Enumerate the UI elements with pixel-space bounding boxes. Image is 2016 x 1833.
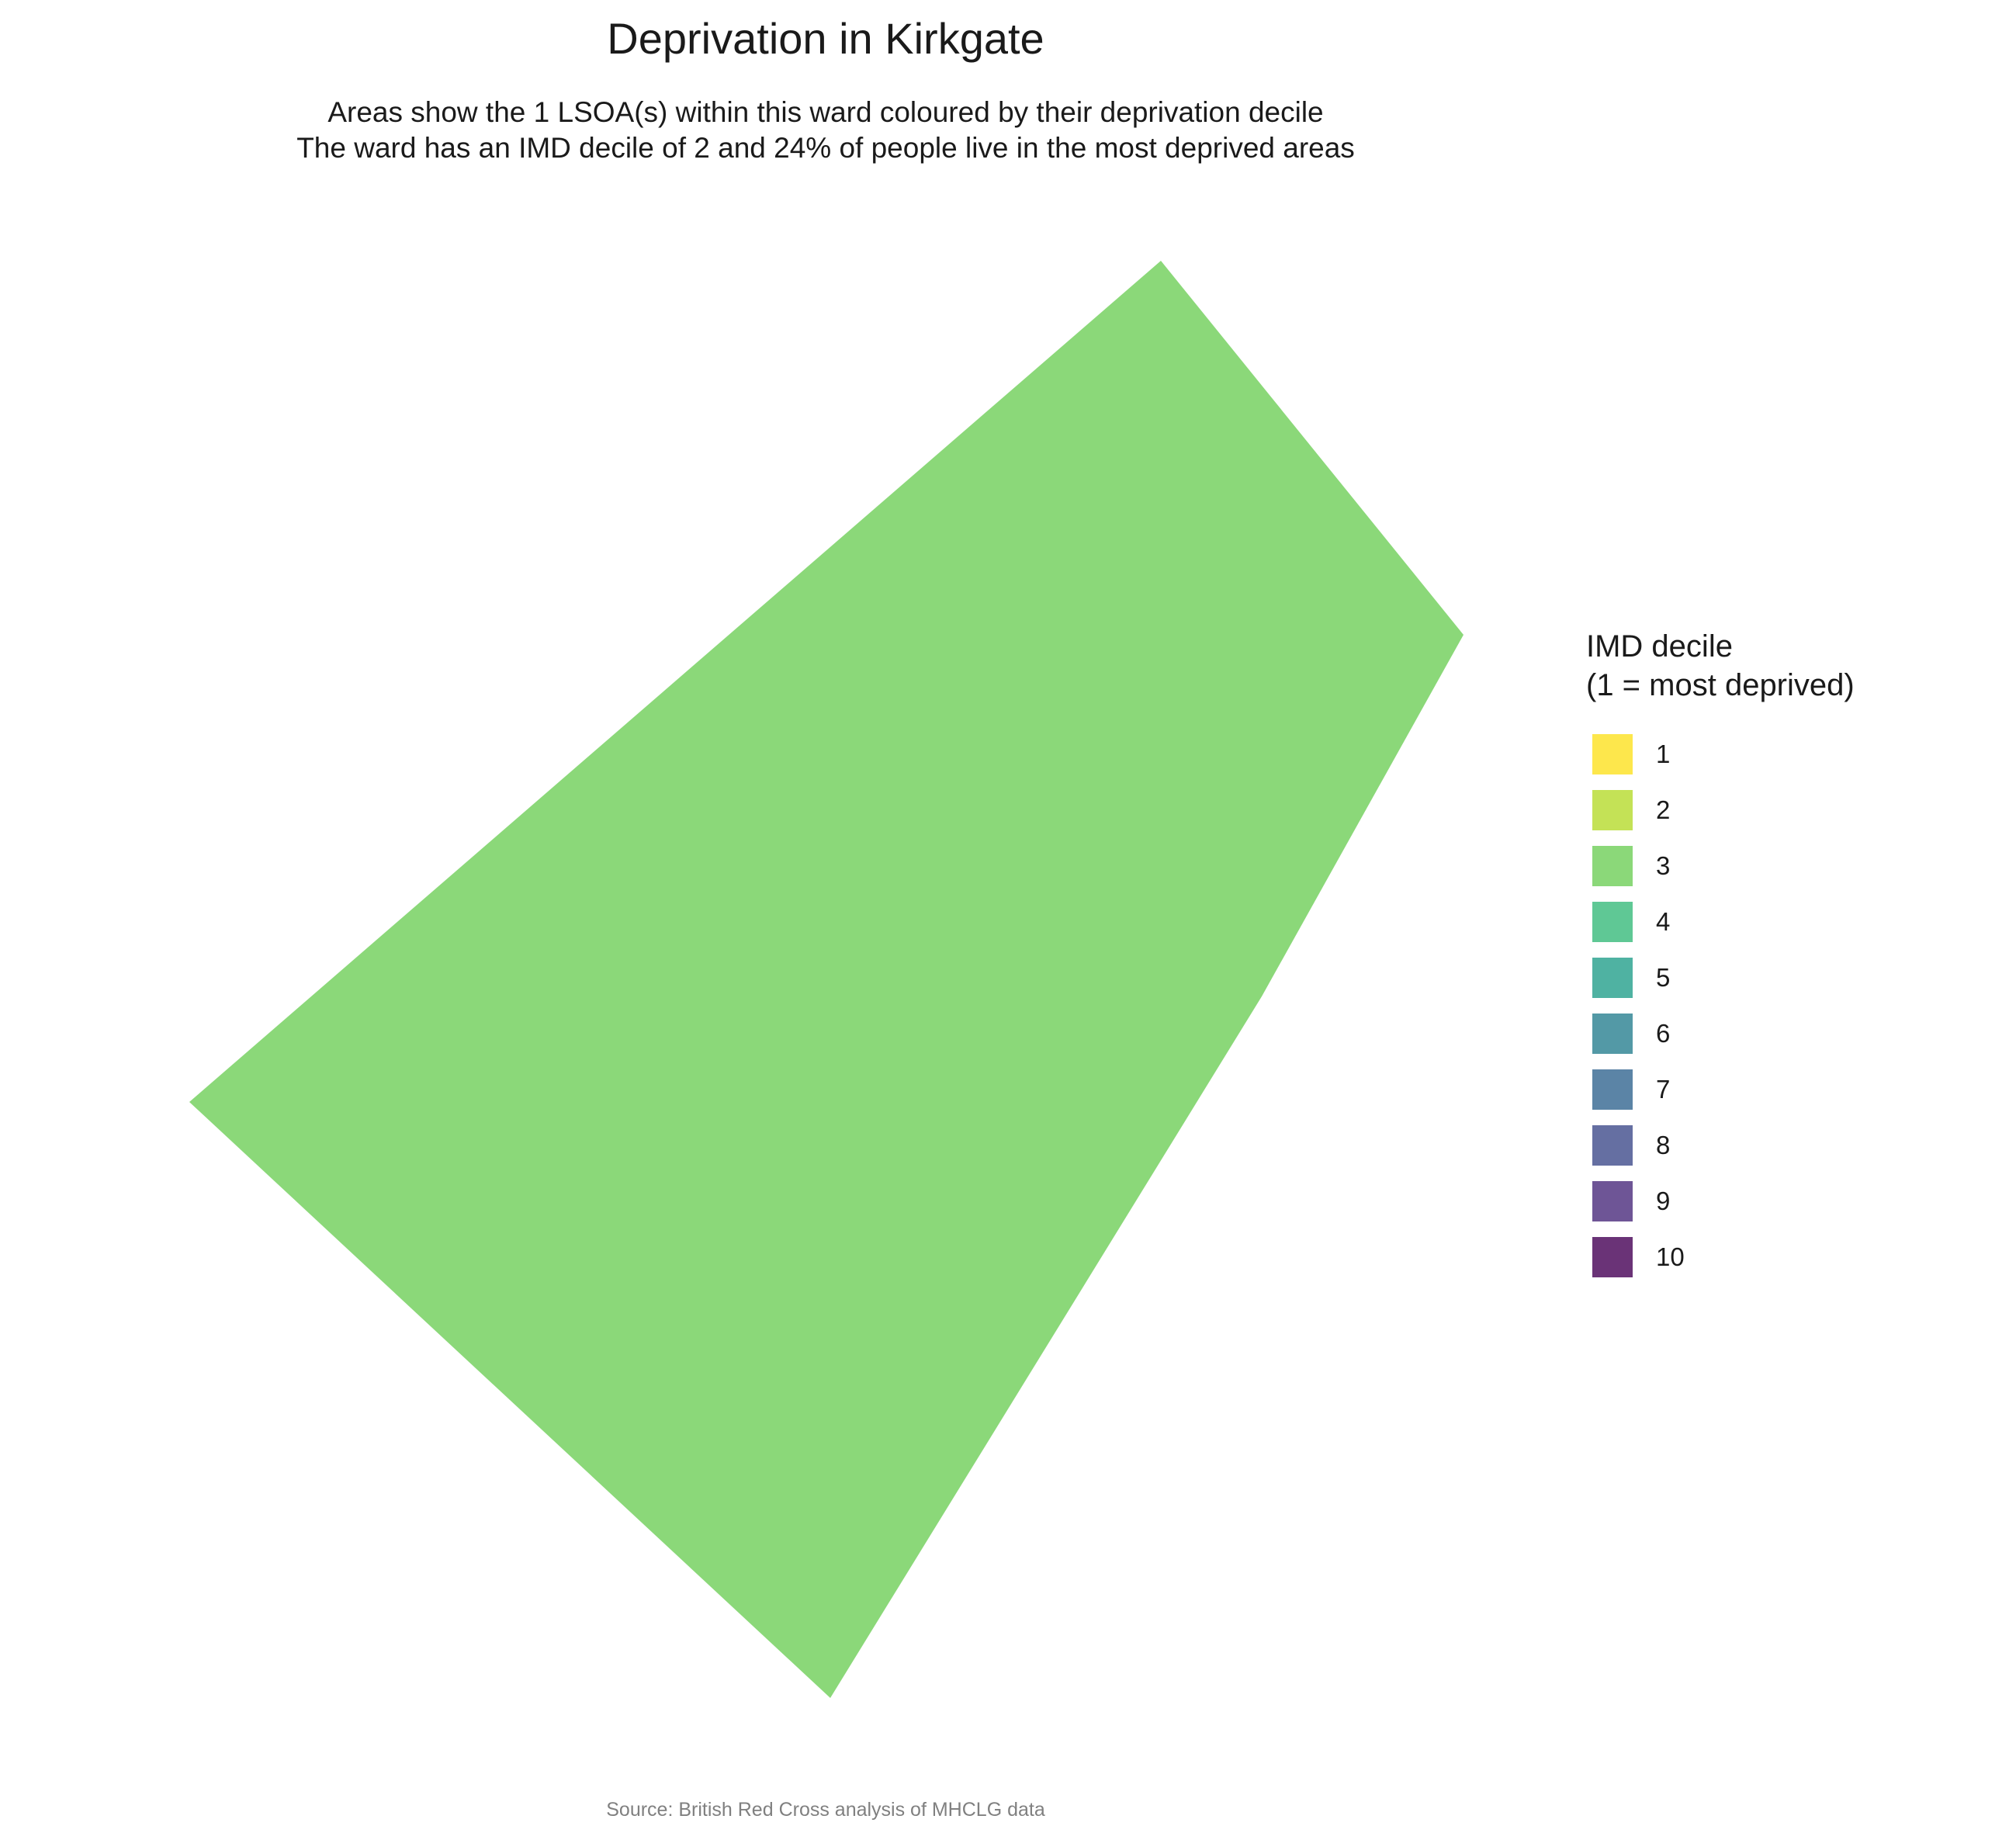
legend-item: 1: [1586, 726, 1855, 782]
lsoa-area: [189, 261, 1464, 1698]
legend-swatch: [1592, 1069, 1633, 1110]
legend-label: 10: [1656, 1242, 1685, 1271]
map-subtitle-line1: Areas show the 1 LSOA(s) within this war…: [327, 96, 1324, 128]
legend-title-line2: (1 = most deprived): [1586, 668, 1855, 702]
map-subtitle-line2: The ward has an IMD decile of 2 and 24% …: [296, 132, 1355, 164]
source-caption: Source: British Red Cross analysis of MH…: [606, 1799, 1045, 1821]
legend-swatch: [1592, 958, 1633, 998]
legend-swatch: [1592, 790, 1633, 830]
legend-item: 9: [1586, 1173, 1855, 1229]
legend-swatch: [1592, 734, 1633, 774]
legend-item: 8: [1586, 1117, 1855, 1173]
legend-item: 5: [1586, 950, 1855, 1006]
legend-label: 3: [1656, 851, 1671, 880]
legend-label: 2: [1656, 795, 1671, 824]
legend-swatch: [1592, 1181, 1633, 1221]
legend-label: 5: [1656, 963, 1671, 992]
legend-title-line1: IMD decile: [1586, 629, 1733, 664]
legend-item: 6: [1586, 1006, 1855, 1062]
legend-label: 7: [1656, 1075, 1671, 1104]
legend-swatch: [1592, 1014, 1633, 1054]
legend-label: 1: [1656, 740, 1671, 768]
legend-item: 7: [1586, 1062, 1855, 1117]
legend-item: 2: [1586, 782, 1855, 838]
legend-item: 10: [1586, 1229, 1855, 1285]
legend-title: IMD decile (1 = most deprived): [1586, 627, 1855, 705]
legend-items: 1 2 3 4 5 6 7 8 9 10: [1586, 726, 1855, 1285]
map-title: Deprivation in Kirkgate: [607, 14, 1044, 63]
legend: IMD decile (1 = most deprived) 1 2 3 4 5 6 7 8 9…: [1586, 627, 1855, 1285]
legend-label: 9: [1656, 1187, 1671, 1215]
legend-label: 4: [1656, 907, 1671, 936]
legend-swatch: [1592, 1125, 1633, 1166]
legend-item: 4: [1586, 894, 1855, 950]
legend-swatch: [1592, 1237, 1633, 1277]
legend-label: 8: [1656, 1131, 1671, 1159]
legend-label: 6: [1656, 1019, 1671, 1048]
legend-swatch: [1592, 846, 1633, 886]
legend-swatch: [1592, 902, 1633, 942]
legend-item: 3: [1586, 838, 1855, 894]
